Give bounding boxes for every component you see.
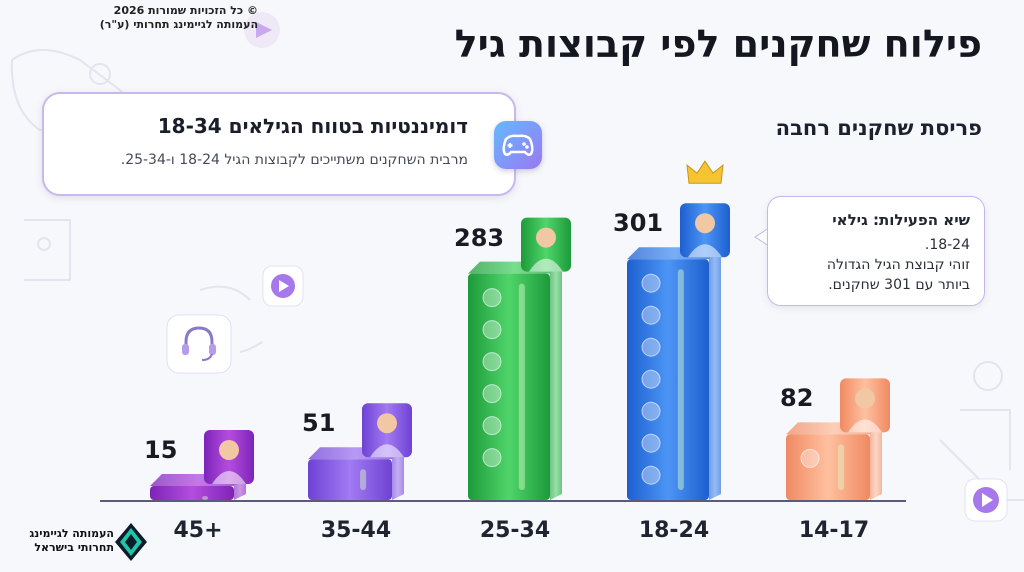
- crown-icon: [686, 160, 724, 184]
- player-token-icon: [641, 369, 661, 389]
- bar-side-face: [550, 261, 562, 500]
- bar-highlight: [518, 283, 525, 490]
- player-avatar-icon: [840, 378, 890, 433]
- logo-line-2: תחרותי בישראל: [34, 541, 114, 554]
- bar-front-face: [786, 434, 870, 500]
- bar-front-face: [627, 259, 709, 500]
- organization-logo-text: העמותה לגיימינג תחרותי בישראל: [6, 527, 114, 555]
- player-token-icon: [482, 384, 502, 404]
- player-avatar-icon: [521, 217, 571, 272]
- chart-subtitle: פריסת שחקנים רחבה: [775, 116, 982, 140]
- player-token-icon: [482, 448, 502, 468]
- bar-value-label: 82: [780, 384, 814, 413]
- bar-35-44: [308, 403, 412, 500]
- x-tick-label: 45+: [173, 518, 223, 543]
- x-tick-label: 35-44: [320, 518, 392, 543]
- callout-line-2: זוהי קבוצת הגיל הגדולה: [826, 257, 970, 273]
- player-token-icon: [482, 416, 502, 436]
- play-button-icon: [262, 265, 304, 307]
- bar-front-face: [150, 486, 234, 500]
- x-tick-label: 25-34: [479, 518, 551, 543]
- player-token-icon: [641, 465, 661, 485]
- bar-14-17: [786, 378, 890, 500]
- player-token-icon: [482, 320, 502, 340]
- play-button-icon: [964, 478, 1008, 522]
- callout-title: שיא הפעילות: גילאי: [832, 211, 970, 229]
- bar-25-34: [468, 217, 571, 500]
- info-card: דומיננטיות בטווח הגילאים 18-34 מרבית השח…: [42, 92, 516, 196]
- info-card-text: מרבית השחקנים משתייכים לקבוצות הגיל 18-2…: [120, 152, 468, 168]
- info-card-title: דומיננטיות בטווח הגילאים 18-34: [157, 114, 468, 138]
- diamond-logo-icon: [115, 523, 147, 561]
- player-avatar-icon: [362, 403, 412, 458]
- bar-front-face: [468, 273, 550, 500]
- callout-line-1: 18-24.: [924, 237, 970, 253]
- gamepad-icon: [494, 121, 542, 169]
- bar-value-label: 301: [613, 209, 664, 238]
- bar-value-label: 51: [302, 409, 336, 438]
- player-token-icon: [641, 305, 661, 325]
- headset-icon: [166, 314, 232, 374]
- bar-side-face: [392, 447, 404, 500]
- player-avatar-icon: [680, 203, 730, 258]
- bar-45+: [150, 430, 254, 500]
- bar-front-face: [308, 459, 392, 500]
- player-token-icon: [482, 352, 502, 372]
- bar-value-label: 15: [144, 436, 178, 464]
- x-tick-label: 14-17: [798, 518, 870, 543]
- copyright-line-2: העמותה לגיימינג תחרותי (ע"ר): [99, 18, 258, 31]
- peak-callout: שיא הפעילות: גילאי 18-24. זוהי קבוצת הגי…: [767, 196, 985, 306]
- page-title: פילוח שחקנים לפי קבוצות גיל: [454, 22, 982, 66]
- player-token-icon: [641, 273, 661, 293]
- bar-highlight: [360, 469, 367, 490]
- player-token-icon: [641, 401, 661, 421]
- bar-side-face: [870, 422, 882, 500]
- copyright-line-1: © כל הזכויות שמורות 2026: [113, 4, 258, 17]
- logo-line-1: העמותה לגיימינג: [29, 527, 114, 540]
- bar-highlight: [838, 444, 845, 490]
- bar-value-label: 283: [454, 223, 505, 252]
- player-token-icon: [800, 448, 820, 468]
- bar-18-24: [627, 203, 730, 500]
- callout-pointer: [754, 228, 768, 246]
- player-token-icon: [482, 288, 502, 308]
- x-tick-label: 18-24: [638, 518, 710, 543]
- copyright-notice: © כל הזכויות שמורות 2026 העמותה לגיימינג…: [8, 4, 258, 32]
- bar-side-face: [709, 247, 721, 500]
- bar-highlight: [677, 269, 684, 490]
- player-token-icon: [641, 433, 661, 453]
- x-axis-baseline: [100, 500, 906, 502]
- player-token-icon: [641, 337, 661, 357]
- callout-line-3: ביותר עם 301 שחקנים.: [828, 277, 970, 293]
- player-avatar-icon: [204, 430, 254, 484]
- bar-highlight: [202, 496, 209, 500]
